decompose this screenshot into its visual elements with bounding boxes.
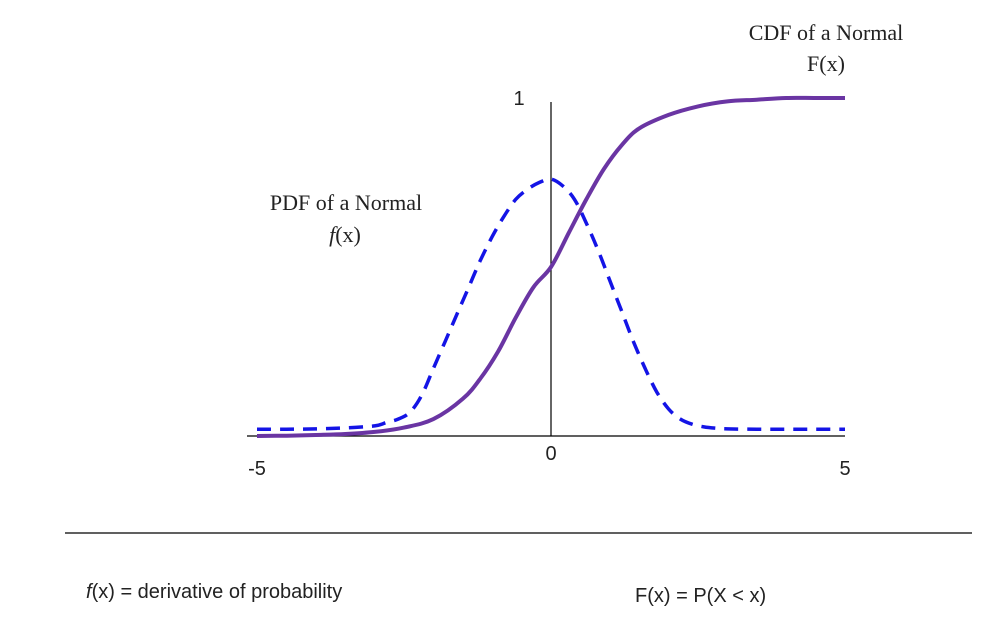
series-line-cdf (256, 95, 845, 438)
x-tick-label-zero: 0 (545, 443, 556, 465)
pdf-annotation-symbol-f: f (329, 222, 338, 247)
series-line-pdf (256, 177, 846, 431)
cdf-annotation-title: CDF of a Normal (749, 20, 904, 45)
y-tick-label-one: 1 (513, 88, 524, 110)
pdf-annotation-title: PDF of a Normal (270, 190, 422, 215)
pdf-annotation-symbol-args: (x) (335, 222, 361, 247)
footer-pdf-definition-rest: (x) = derivative of probability (92, 581, 343, 603)
footer-pdf-definition: f(x) = derivative of probability (86, 581, 342, 603)
x-tick-label-min: -5 (248, 458, 266, 480)
footer-pdf-definition-f: f (86, 581, 94, 603)
x-tick-label-max: 5 (839, 458, 850, 480)
cdf-annotation-symbol: F(x) (807, 51, 845, 76)
footer-cdf-definition: F(x) = P(X < x) (635, 585, 766, 607)
pdf-annotation-symbol: f(x) (329, 222, 361, 247)
